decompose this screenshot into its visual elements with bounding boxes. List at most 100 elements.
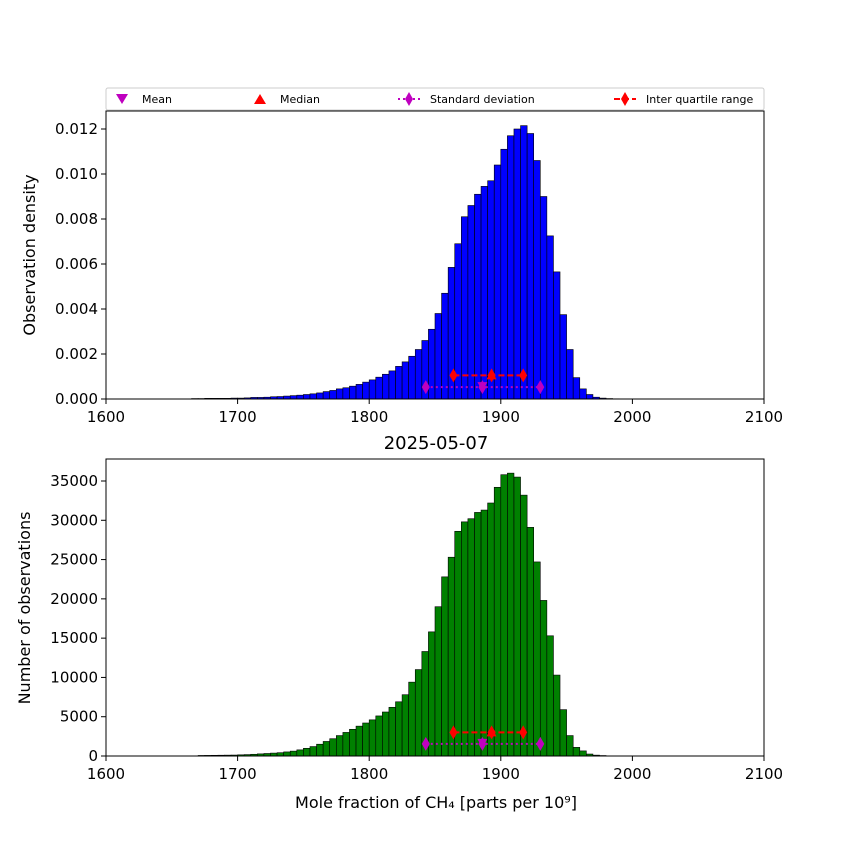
histogram-bar [329,390,337,400]
histogram-bar [520,494,528,757]
histogram-bar [480,186,488,400]
legend-entry-median: Median [254,93,320,106]
histogram-bar [368,379,377,400]
histogram-bar [349,728,357,757]
legend-label-median: Median [280,93,320,106]
histogram-bar [382,373,390,400]
histogram-bar [309,746,317,757]
histogram-bar [461,521,469,757]
legend-label-inter-quartile-range: Inter quartile range [646,93,753,106]
histogram-bar [388,706,396,757]
x-tick-label: 2000 [613,408,651,426]
histogram-bar [441,292,449,400]
histogram-bar [526,527,534,757]
histogram-bar [329,738,337,757]
histogram-bar [349,385,357,400]
histogram-bar [362,722,370,757]
mean-triangle-marker [477,382,488,392]
histogram-bar [401,361,409,400]
histogram-bar [461,216,469,400]
iqr-diamond-marker [449,725,458,740]
histogram-bar [566,735,574,757]
histogram-bar [474,193,482,400]
y-tick-label: 0.006 [55,255,98,273]
x-tick-label: 1600 [87,765,125,783]
histogram-bar [533,160,541,400]
histogram-bar [303,747,311,757]
histogram-bar [572,377,581,400]
count-x-axis-label: Mole fraction of CH₄ [parts per 10⁹] [295,793,577,812]
y-tick-label: 0.000 [55,390,98,408]
x-tick-label: 1600 [87,408,125,426]
density-bars [191,125,620,400]
legend-label-standard-deviation: Standard deviation [430,93,535,106]
legend-entry-standard-deviation: Standard deviation [398,92,535,106]
y-tick-label: 35000 [50,472,98,490]
histogram-bar [316,392,324,400]
histogram-bar [493,486,502,757]
histogram-bar [513,128,521,400]
histogram-bar [586,394,594,400]
histogram-bar [283,751,291,757]
x-tick-label: 2100 [745,765,783,783]
histogram-bar [539,196,548,400]
histogram-bar [454,530,462,757]
histogram-bar [467,518,475,757]
histogram-bar [375,715,383,757]
histogram-bar [414,349,423,400]
histogram-bar [303,394,311,400]
count-plot-frame [105,458,765,757]
x-tick-label: 1800 [350,408,388,426]
median-triangle-marker [486,727,497,737]
histogram-bar [579,388,587,400]
histogram-bar [441,576,449,757]
histogram-bar [546,235,554,400]
histogram-bar [335,735,344,757]
count-summary-markers [421,725,545,751]
histogram-bar [566,349,574,400]
density-x-ticks: 1600 1700 1800 1900 2000 2100 [87,399,783,426]
std-dev-diamond-marker [421,380,430,395]
histogram-bar [414,669,423,757]
y-tick-label: 0 [88,747,98,765]
legend-box [105,87,765,111]
std-dev-diamond-marker [536,736,545,751]
histogram-bar [487,502,495,757]
histogram-bar [500,148,508,400]
count-x-ticks: 1600 1700 1800 1900 2000 2100 [87,756,783,783]
median-triangle-marker [486,370,497,380]
histogram-bar [539,600,548,757]
y-tick-label: 0.008 [55,210,98,228]
figure-title: 2025-05-07 [384,433,489,454]
histogram-bar [395,701,403,757]
y-tick-label: 25000 [50,551,98,569]
histogram-bar [559,314,567,400]
histogram-bar [546,635,554,757]
std-dev-diamond-marker [421,736,430,751]
histogram-bar [375,376,383,400]
x-tick-label: 1700 [219,408,257,426]
histogram-bar [467,205,475,400]
histogram-bar [388,370,396,400]
histogram-bar [474,512,482,757]
histogram-bar [526,133,534,400]
histogram-bar [493,164,502,400]
histogram-bar [355,384,363,400]
histogram-bar [553,674,561,757]
histogram-bar [309,393,317,400]
y-tick-label: 20000 [50,590,98,608]
density-y-axis-label: Observation density [20,174,39,335]
y-tick-label: 15000 [50,629,98,647]
histogram-bar [322,391,331,400]
iqr-diamond-marker [449,368,458,383]
histogram-bar [395,366,403,400]
histogram-bar [342,387,350,400]
count-y-ticks: 0 5000 10000 15000 20000 25000 30000 35000 [50,472,106,765]
legend: Mean Median Standard deviation Inter qua… [105,87,765,111]
histogram-bar [289,395,298,400]
histogram-bar [316,743,324,757]
density-y-ticks: 0.000 0.002 0.004 0.006 0.008 0.010 0.012 [55,120,106,408]
iqr-diamond-marker [519,725,528,740]
x-tick-label: 1800 [350,765,388,783]
histogram-bar [382,711,390,757]
